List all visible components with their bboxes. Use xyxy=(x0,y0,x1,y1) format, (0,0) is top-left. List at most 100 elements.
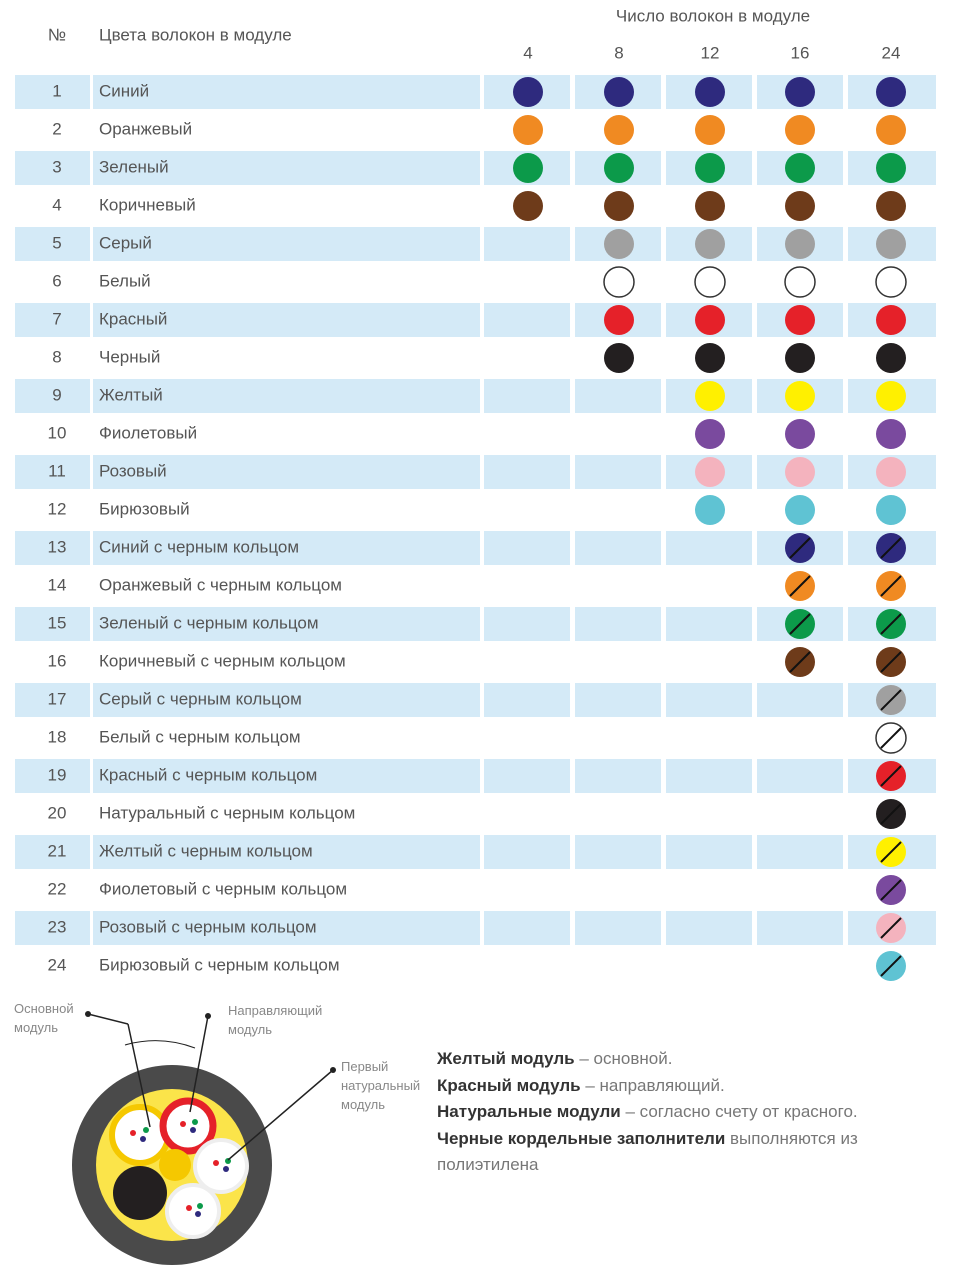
fiber-ring xyxy=(880,879,902,901)
fiber-ring xyxy=(880,537,902,559)
fiber-ring xyxy=(880,765,902,787)
legend-bold: Черные кордельные заполнители xyxy=(437,1128,726,1148)
row-stripe xyxy=(93,607,480,641)
row-stripe xyxy=(575,911,661,945)
row-number: 21 xyxy=(48,841,67,860)
fiber-ring xyxy=(880,613,902,635)
row-stripe xyxy=(575,607,661,641)
row-number: 2 xyxy=(52,119,61,138)
fiber-dot xyxy=(785,457,815,487)
fiber-ring xyxy=(880,689,902,711)
count-header-label: 16 xyxy=(791,43,810,62)
fiber-dot xyxy=(785,77,815,107)
row-stripe xyxy=(15,911,90,945)
fiber-dot xyxy=(513,115,543,145)
row-stripe xyxy=(575,455,661,489)
fiber-dot xyxy=(876,115,906,145)
count-header-label: 4 xyxy=(523,43,532,62)
row-number: 19 xyxy=(48,765,67,784)
fiber-dot xyxy=(604,343,634,373)
row-stripe xyxy=(666,759,752,793)
legend-bold: Натуральные модули xyxy=(437,1102,621,1121)
fiber-dot xyxy=(875,266,907,298)
fiber-ring xyxy=(880,575,902,597)
row-stripe xyxy=(15,303,90,337)
row-stripe xyxy=(484,531,570,565)
fiber-ring xyxy=(789,537,811,559)
diagram-label-line: Первый xyxy=(341,1059,388,1074)
row-name: Черный xyxy=(99,347,160,366)
row-name: Коричневый xyxy=(99,195,196,214)
row-name: Синий xyxy=(99,81,149,100)
fiber-ring xyxy=(789,651,811,673)
row-stripe xyxy=(15,379,90,413)
row-number: 24 xyxy=(48,955,67,974)
fiber-dot xyxy=(785,153,815,183)
row-stripe xyxy=(93,759,480,793)
fiber-dot xyxy=(695,343,725,373)
row-stripe xyxy=(93,303,480,337)
row-name: Натуральный с черным кольцом xyxy=(99,803,355,822)
fiber-ring xyxy=(880,955,902,977)
row-stripe xyxy=(93,455,480,489)
row-name: Розовый с черным кольцом xyxy=(99,917,317,936)
row-name: Фиолетовый xyxy=(99,423,197,442)
fiber-dot xyxy=(695,305,725,335)
row-name: Оранжевый с черным кольцом xyxy=(99,575,342,594)
legend-text: – основной. xyxy=(574,1049,673,1068)
count-header-label: 24 xyxy=(882,43,901,62)
row-name: Белый с черным кольцом xyxy=(99,727,301,746)
diagram-label: Основной модуль xyxy=(14,1001,74,1035)
row-number: 18 xyxy=(48,727,67,746)
row-number: 15 xyxy=(48,613,67,632)
fiber-dot xyxy=(785,229,815,259)
row-number: 9 xyxy=(52,385,61,404)
row-name: Коричневый с черным кольцом xyxy=(99,651,346,670)
row-number: 23 xyxy=(48,917,67,936)
row-stripe xyxy=(757,835,843,869)
fiber-dot xyxy=(695,153,725,183)
row-stripe xyxy=(15,531,90,565)
row-stripe xyxy=(757,683,843,717)
legend-item: Черные кордельные заполнители выполняютс… xyxy=(437,1126,937,1179)
fiber-dot xyxy=(604,305,634,335)
row-stripe xyxy=(666,835,752,869)
fiber-dot xyxy=(513,153,543,183)
cable-diagram xyxy=(72,1011,336,1265)
legend-item: Красный модуль – направляющий. xyxy=(437,1073,937,1100)
legend-bold: Красный модуль xyxy=(437,1075,581,1095)
row-stripe xyxy=(93,911,480,945)
row-stripe xyxy=(93,227,480,261)
fiber-dot xyxy=(876,381,906,411)
row-stripe xyxy=(484,683,570,717)
row-number: 14 xyxy=(48,575,67,594)
fiber-dot xyxy=(876,495,906,525)
legend-text: выполняются из полиэтилена xyxy=(437,1128,858,1175)
fiber-dot xyxy=(695,419,725,449)
fiber-dot xyxy=(876,191,906,221)
row-stripe xyxy=(15,151,90,185)
legend-text: – согласно счету от красного. xyxy=(620,1102,858,1121)
row-number: 10 xyxy=(48,423,67,442)
fiber-dot xyxy=(513,191,543,221)
row-stripe xyxy=(575,683,661,717)
fiber-dot xyxy=(876,457,906,487)
row-number: 1 xyxy=(52,81,61,100)
row-name: Фиолетовый с черным кольцом xyxy=(99,879,347,898)
row-stripe xyxy=(575,759,661,793)
row-stripe xyxy=(15,607,90,641)
fiber-ring xyxy=(880,803,902,825)
row-name: Красный с черным кольцом xyxy=(99,765,317,784)
row-name: Розовый xyxy=(99,461,167,480)
row-number: 5 xyxy=(52,233,61,252)
row-stripe xyxy=(484,759,570,793)
row-number: 16 xyxy=(48,651,67,670)
row-number: 8 xyxy=(52,347,61,366)
legend-item: Натуральные модули – согласно счету от к… xyxy=(437,1099,937,1126)
row-number: 11 xyxy=(48,461,66,480)
row-stripe xyxy=(93,379,480,413)
row-stripe xyxy=(484,835,570,869)
legend-text: – направляющий. xyxy=(580,1075,725,1095)
fiber-dot xyxy=(604,191,634,221)
